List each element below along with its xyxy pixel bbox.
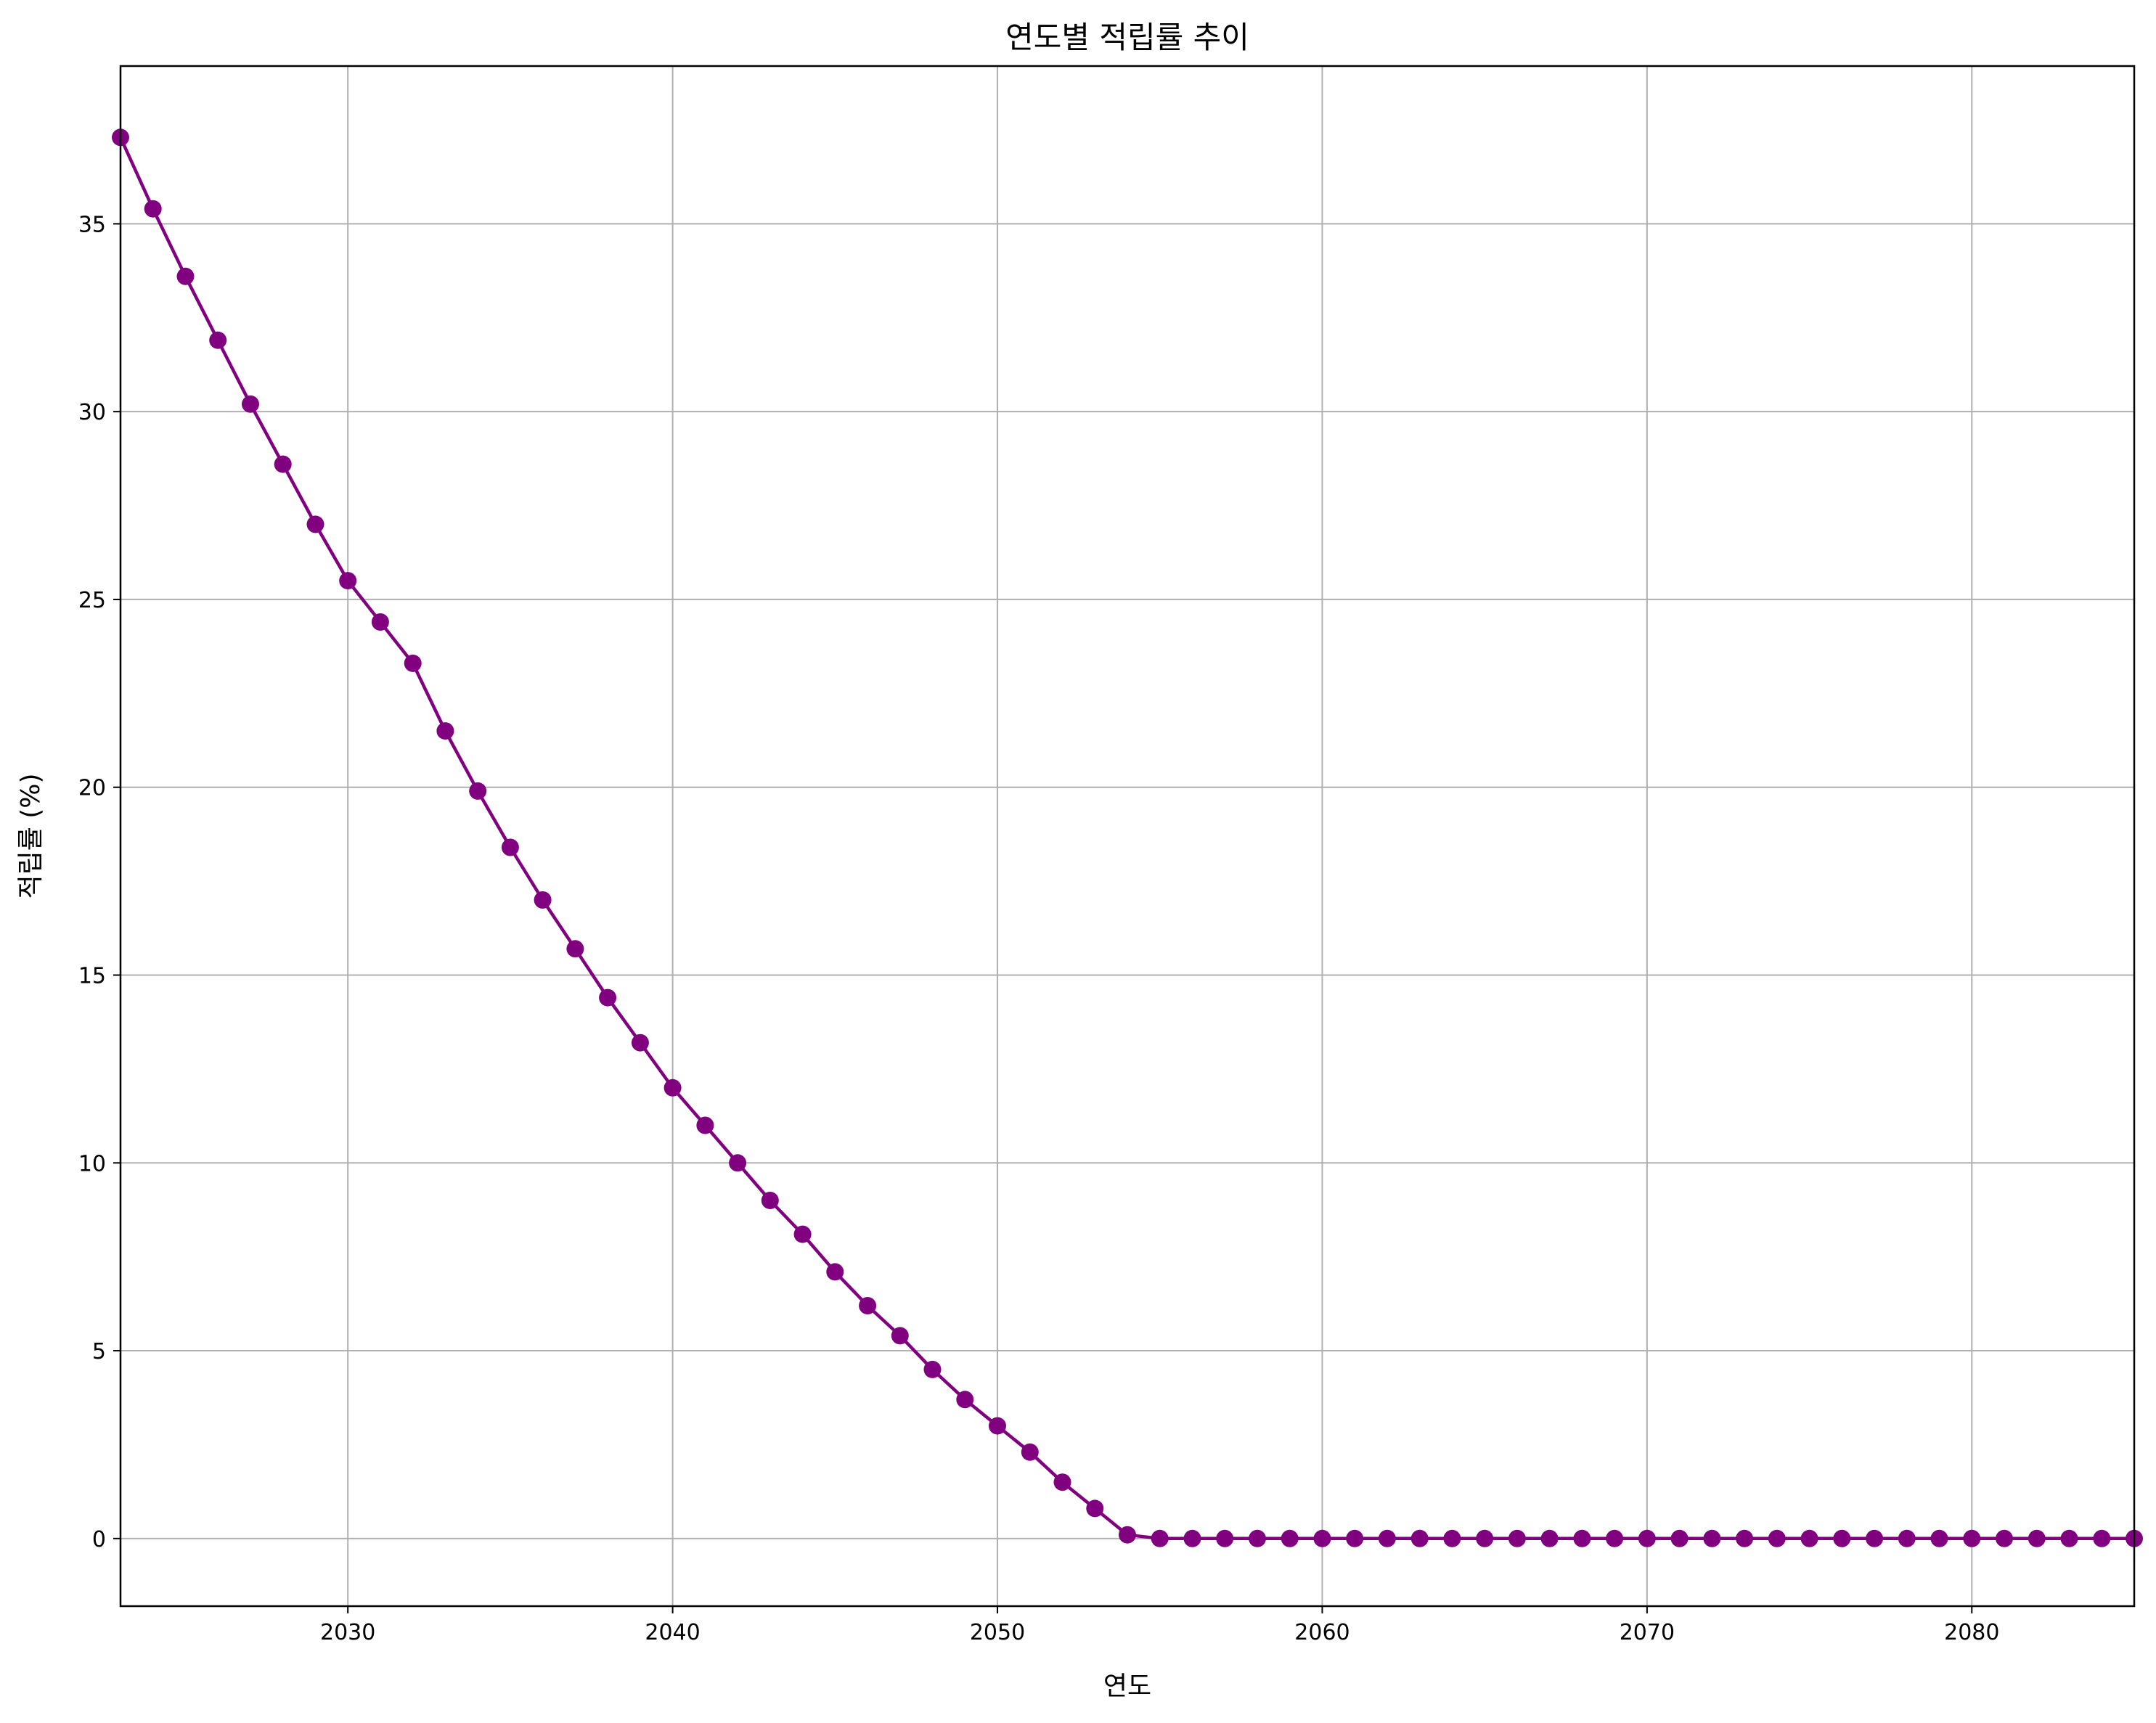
data-point [826,1263,844,1281]
data-point [339,572,357,590]
series-points [112,128,2143,1547]
y-tick-label: 20 [78,776,106,801]
data-point [1378,1529,1396,1547]
chart-title: 연도별 적립률 추이 [1005,20,1249,55]
data-point [1963,1529,1981,1547]
data-point [891,1327,909,1345]
data-point [1476,1529,1494,1547]
data-point [1670,1529,1689,1547]
data-point [1281,1529,1299,1547]
x-axis-title: 연도 [1103,1671,1151,1701]
x-tick-label: 2040 [645,1620,700,1645]
y-tick-label: 30 [78,400,106,425]
data-point [989,1417,1006,1435]
data-point [1021,1443,1039,1461]
grid-lines [121,66,2134,1606]
data-point [663,1079,682,1097]
data-point [599,989,617,1007]
data-point [501,838,519,856]
data-point [242,395,259,413]
data-point [956,1391,974,1409]
x-tick-label: 2080 [1944,1620,1999,1645]
y-tick-label: 25 [78,588,106,613]
data-point [2093,1529,2111,1547]
data-point [1866,1529,1884,1547]
x-axis-ticks: 2030 2040 2050 2060 2070 2080 [320,1606,1999,1645]
data-point [1800,1529,1818,1547]
data-point [1249,1529,1266,1547]
data-point [566,940,584,958]
y-tick-label: 0 [92,1527,106,1552]
data-point [209,331,227,349]
data-point [1898,1529,1916,1547]
y-tick-label: 5 [92,1339,106,1364]
data-point [1768,1529,1786,1547]
y-tick-label: 10 [78,1151,106,1176]
data-point [2060,1529,2078,1547]
data-point [696,1116,714,1134]
y-tick-label: 35 [78,212,106,237]
data-point [436,722,454,740]
data-point [2028,1529,2046,1547]
data-point [1703,1529,1721,1547]
x-tick-label: 2060 [1294,1620,1349,1645]
data-point [1930,1529,1948,1547]
y-axis-title: 적립률 (%) [16,773,46,899]
data-point [1216,1529,1234,1547]
data-point [1540,1529,1559,1547]
data-point [1508,1529,1526,1547]
data-point [761,1192,779,1209]
data-point [729,1154,747,1172]
data-point [274,455,292,473]
data-point [1086,1499,1104,1518]
data-point [176,267,195,285]
data-point [1346,1529,1364,1547]
data-point [1443,1529,1461,1547]
data-point [1313,1529,1331,1547]
data-point [1638,1529,1656,1547]
data-point [859,1297,877,1314]
data-point [1183,1529,1201,1547]
data-point [1996,1529,2013,1547]
data-point [1410,1529,1429,1547]
data-point [631,1034,649,1052]
plot-frame [119,65,2136,1608]
x-tick-label: 2050 [970,1620,1025,1645]
data-point [1606,1529,1624,1547]
data-point [1573,1529,1591,1547]
data-point [1736,1529,1754,1547]
data-point [923,1360,942,1378]
data-point [306,515,324,533]
x-tick-label: 2070 [1620,1620,1675,1645]
data-point [793,1225,812,1243]
data-point [1151,1529,1169,1547]
data-point [1053,1473,1071,1491]
x-tick-label: 2030 [320,1620,375,1645]
y-tick-label: 15 [78,963,106,989]
data-point [534,891,552,909]
data-point [371,613,389,631]
data-point [1833,1529,1851,1547]
data-point [144,200,162,218]
data-point [469,782,487,800]
data-point [404,654,422,672]
y-axis-ticks: 0 5 10 15 20 25 30 35 [78,212,121,1552]
data-point [1119,1526,1136,1544]
